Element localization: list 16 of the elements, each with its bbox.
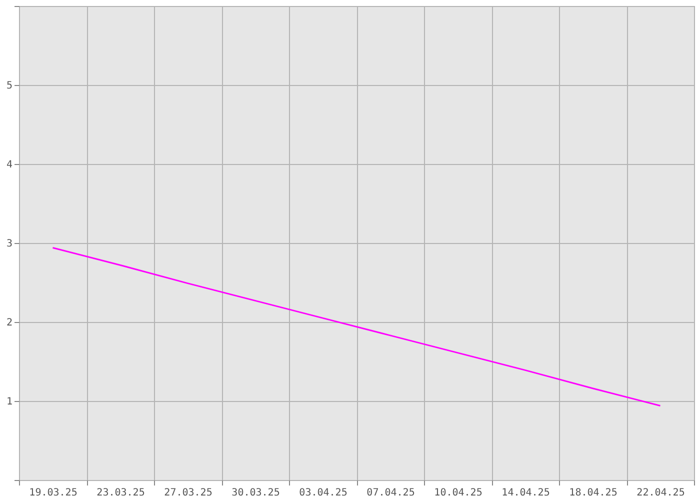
y-tick-label: 3 bbox=[6, 238, 12, 250]
x-tick-label: 19.03.25 bbox=[29, 488, 78, 498]
x-tick-label: 14.04.25 bbox=[502, 488, 550, 498]
y-tick-label: 4 bbox=[6, 160, 12, 170]
x-tick-label: 10.04.25 bbox=[434, 488, 482, 498]
x-tick-label: 03.04.25 bbox=[299, 488, 348, 498]
x-tick-label: 18.04.25 bbox=[569, 488, 618, 498]
line-series bbox=[52, 246, 661, 406]
x-tick-label: 22.04.25 bbox=[636, 488, 685, 498]
x-tick-label: 07.04.25 bbox=[366, 488, 415, 498]
y-tick-label: 1 bbox=[6, 396, 12, 408]
y-tick-label: 2 bbox=[6, 318, 12, 328]
x-tick-label: 27.03.25 bbox=[164, 488, 212, 498]
x-tick-label: 30.03.25 bbox=[232, 488, 280, 498]
x-tick-label: 23.03.25 bbox=[96, 488, 145, 498]
y-tick-label: 5 bbox=[6, 80, 12, 92]
